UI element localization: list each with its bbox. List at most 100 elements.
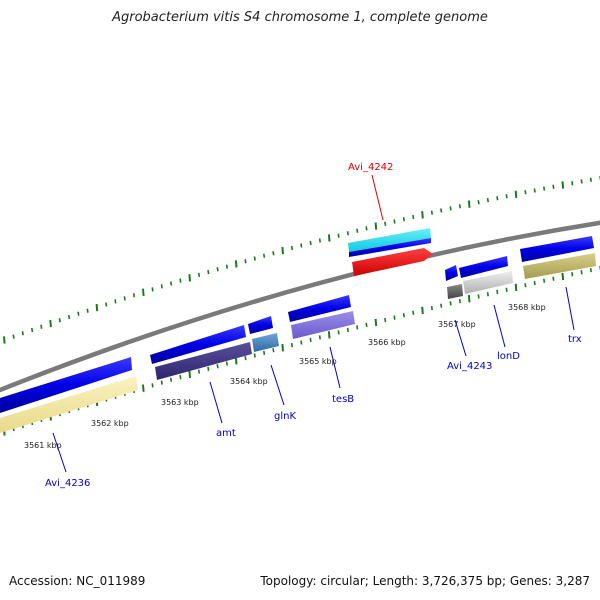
major-tick xyxy=(49,319,52,328)
feature-lond-gene[interactable] xyxy=(463,271,513,294)
major-tick xyxy=(467,200,471,208)
major-tick xyxy=(421,211,424,219)
minor-tick xyxy=(440,208,443,213)
major-tick xyxy=(142,384,145,392)
major-tick xyxy=(514,283,518,292)
minor-tick xyxy=(244,259,247,264)
minor-tick xyxy=(412,310,415,315)
minor-tick xyxy=(533,188,536,193)
minor-tick xyxy=(225,361,228,366)
major-tick xyxy=(188,370,191,378)
minor-tick xyxy=(179,278,182,283)
minor-tick xyxy=(440,303,443,308)
minor-tick xyxy=(346,327,349,333)
minor-tick xyxy=(300,340,303,345)
feature-avi4242-cds[interactable] xyxy=(349,238,431,257)
minor-tick xyxy=(337,233,340,238)
gene-label-trx[interactable]: trx xyxy=(568,334,582,345)
minor-tick xyxy=(253,256,256,261)
minor-tick xyxy=(58,318,61,323)
minor-tick xyxy=(309,337,312,343)
minor-tick xyxy=(486,197,489,203)
minor-tick xyxy=(571,181,574,186)
major-tick xyxy=(514,190,518,198)
feature-tesb-gene[interactable] xyxy=(291,311,355,339)
minor-tick xyxy=(21,331,24,336)
minor-tick xyxy=(477,294,480,299)
minor-tick xyxy=(216,267,219,272)
major-tick xyxy=(95,303,99,312)
minor-tick xyxy=(384,221,387,226)
minor-tick xyxy=(318,335,321,340)
minor-tick xyxy=(114,299,117,304)
feature-gene-3566[interactable] xyxy=(459,256,508,278)
gene-label-amt[interactable]: amt xyxy=(216,428,236,439)
minor-tick xyxy=(486,292,489,297)
minor-tick xyxy=(346,231,349,236)
minor-tick xyxy=(505,194,508,199)
page-title: Agrobacterium vitis S4 chromosome 1, com… xyxy=(112,10,488,25)
minor-tick xyxy=(207,269,210,275)
minor-tick xyxy=(216,364,219,369)
outer-tick-track xyxy=(3,176,600,344)
feature-avi4242-rna[interactable] xyxy=(348,228,431,252)
gene-label-avi4243[interactable]: Avi_4243 xyxy=(447,361,492,372)
minor-tick xyxy=(393,315,396,320)
gene-label-avi4242[interactable]: Avi_4242 xyxy=(348,162,393,173)
minor-tick xyxy=(458,298,461,304)
feature-amt-gene[interactable] xyxy=(155,342,252,380)
feature-glnk-gene[interactable] xyxy=(252,333,279,352)
minor-tick xyxy=(524,283,527,288)
major-tick xyxy=(421,306,424,315)
feature-glnk-cds[interactable] xyxy=(248,316,273,334)
major-tick xyxy=(374,318,378,327)
minor-tick xyxy=(356,325,359,330)
minor-tick xyxy=(68,314,71,320)
major-tick xyxy=(3,336,6,344)
minor-tick xyxy=(160,284,163,289)
gene-label-avi4236[interactable]: Avi_4236 xyxy=(45,478,90,489)
feature-trx-gene[interactable] xyxy=(523,253,596,279)
feature-avi4236-cds[interactable] xyxy=(0,357,132,413)
gene-label-tesb[interactable]: tesB xyxy=(332,394,354,405)
feature-amt-cds[interactable] xyxy=(150,325,246,364)
major-tick xyxy=(142,288,145,296)
minor-tick xyxy=(496,196,499,201)
minor-tick xyxy=(449,206,452,211)
major-tick xyxy=(327,331,331,339)
feature-avi4243-cds[interactable] xyxy=(445,265,458,281)
major-tick xyxy=(188,274,191,282)
minor-tick xyxy=(197,272,201,278)
feature-gene-3568[interactable] xyxy=(520,236,594,262)
minor-tick xyxy=(207,366,210,372)
scale-label: 3565 kbp xyxy=(299,357,337,366)
scale-label: 3563 kbp xyxy=(161,398,199,407)
minor-tick xyxy=(496,289,499,295)
scale-label: 3568 kbp xyxy=(508,303,546,312)
minor-tick xyxy=(253,353,256,358)
gene-label-lond[interactable]: lonD xyxy=(497,351,520,362)
gene-label-glnk[interactable]: glnK xyxy=(274,411,296,422)
minor-tick xyxy=(365,226,368,231)
minor-tick xyxy=(430,210,433,215)
accession-text: Accession: NC_011989 xyxy=(9,574,146,588)
feature-avi4236-gene[interactable] xyxy=(0,376,138,433)
major-tick xyxy=(234,357,238,365)
reverse-strand-features xyxy=(0,253,596,433)
minor-tick xyxy=(170,281,173,286)
feature-tesb-cds[interactable] xyxy=(288,295,351,322)
minor-tick xyxy=(179,374,182,380)
minor-tick xyxy=(272,251,275,256)
minor-tick xyxy=(244,355,247,361)
genome-summary-text: Topology: circular; Length: 3,726,375 bp… xyxy=(260,574,590,588)
minor-tick xyxy=(402,217,405,222)
feature-avi4242-gene[interactable] xyxy=(352,248,433,276)
minor-tick xyxy=(449,301,452,306)
feature-avi4243-gene[interactable] xyxy=(447,284,463,299)
major-tick xyxy=(281,344,284,352)
minor-tick xyxy=(151,383,154,388)
minor-tick xyxy=(412,214,415,220)
minor-tick xyxy=(263,350,266,356)
minor-tick xyxy=(402,313,405,318)
